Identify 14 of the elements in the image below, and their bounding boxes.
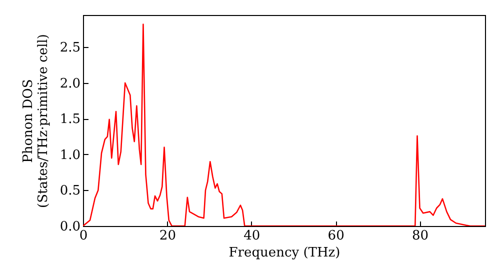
y-tick-label: 2.5	[60, 40, 80, 56]
x-tick-label: 40	[244, 228, 260, 244]
x-tick-label: 0	[79, 228, 88, 244]
y-tick-label: 2.0	[60, 76, 80, 92]
x-tick-label: 20	[159, 228, 176, 244]
y-tick-label: 1.0	[60, 148, 80, 163]
x-tick-label: 80	[412, 228, 429, 244]
line-series	[83, 24, 485, 226]
y-tick-label: 0.0	[60, 220, 80, 234]
y-tick-label: 0.5	[60, 184, 80, 199]
x-axis-title: Frequency (THz)	[228, 246, 340, 260]
y-axis-title: Phonon DOS (States/THz·primitive cell)	[20, 34, 51, 208]
y-tick-label: 1.5	[60, 112, 80, 128]
x-tick-label: 60	[328, 228, 344, 244]
